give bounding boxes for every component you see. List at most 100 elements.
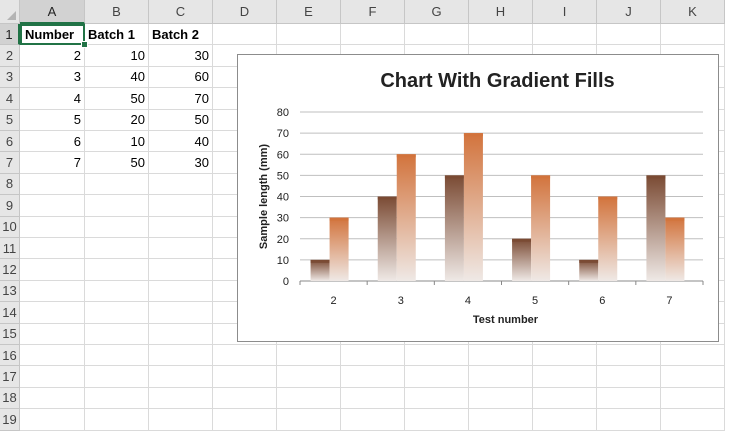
row-header-7[interactable]: 7	[0, 152, 20, 174]
row-header-2[interactable]: 2	[0, 45, 20, 67]
cell-c6[interactable]: 40	[149, 131, 213, 153]
cell-b7[interactable]: 50	[85, 152, 149, 174]
cell-a8[interactable]	[20, 173, 85, 196]
bar-series2[interactable]	[396, 154, 416, 281]
cell-c4[interactable]: 70	[149, 88, 213, 110]
cell-c18[interactable]	[149, 387, 213, 410]
row-header-8[interactable]: 8	[0, 173, 20, 196]
cell-b4[interactable]: 50	[85, 88, 149, 110]
cell-j16[interactable]	[597, 345, 661, 367]
cell-g16[interactable]	[405, 345, 469, 367]
cell-j1[interactable]	[597, 24, 661, 46]
cell-b16[interactable]	[85, 345, 149, 367]
cell-a19[interactable]	[20, 409, 85, 431]
cell-a6[interactable]: 6	[20, 131, 85, 153]
cell-j17[interactable]	[597, 366, 661, 388]
cell-c19[interactable]	[149, 409, 213, 431]
column-header-g[interactable]: G	[405, 0, 469, 24]
cell-b17[interactable]	[85, 366, 149, 388]
cell-e18[interactable]	[277, 387, 341, 410]
cell-c9[interactable]	[149, 195, 213, 217]
cell-h1[interactable]	[469, 24, 533, 46]
column-header-c[interactable]: C	[149, 0, 213, 24]
cell-b12[interactable]	[85, 259, 149, 281]
bar-series1[interactable]	[579, 259, 599, 281]
cell-a10[interactable]	[20, 216, 85, 238]
cell-i1[interactable]	[533, 24, 597, 46]
cell-b9[interactable]	[85, 195, 149, 217]
column-header-a[interactable]: A	[20, 0, 85, 24]
cell-j18[interactable]	[597, 387, 661, 410]
cell-b1[interactable]: Batch 1	[85, 24, 149, 46]
cell-k18[interactable]	[661, 387, 725, 410]
cell-c2[interactable]: 30	[149, 45, 213, 67]
cell-h18[interactable]	[469, 387, 533, 410]
cell-i17[interactable]	[533, 366, 597, 388]
row-header-16[interactable]: 16	[0, 345, 20, 367]
fill-handle[interactable]	[81, 41, 88, 49]
cell-f1[interactable]	[341, 24, 405, 46]
cell-b6[interactable]: 10	[85, 131, 149, 153]
cell-b3[interactable]: 40	[85, 66, 149, 89]
cell-c16[interactable]	[149, 345, 213, 367]
cell-c8[interactable]	[149, 173, 213, 196]
row-header-17[interactable]: 17	[0, 366, 20, 388]
bar-series2[interactable]	[598, 196, 618, 282]
column-header-h[interactable]: H	[469, 0, 533, 24]
cell-b13[interactable]	[85, 280, 149, 303]
row-header-13[interactable]: 13	[0, 280, 20, 303]
cell-a12[interactable]	[20, 259, 85, 281]
row-header-6[interactable]: 6	[0, 131, 20, 153]
cell-b18[interactable]	[85, 387, 149, 410]
row-header-4[interactable]: 4	[0, 88, 20, 110]
cell-d16[interactable]	[213, 345, 277, 367]
cell-i18[interactable]	[533, 387, 597, 410]
cell-g1[interactable]	[405, 24, 469, 46]
cell-k15[interactable]	[661, 323, 725, 345]
cell-b8[interactable]	[85, 173, 149, 196]
column-header-d[interactable]: D	[213, 0, 277, 24]
bar-series1[interactable]	[377, 196, 397, 282]
bar-series1[interactable]	[512, 238, 532, 281]
cell-b14[interactable]	[85, 302, 149, 324]
cell-f17[interactable]	[341, 366, 405, 388]
cell-b19[interactable]	[85, 409, 149, 431]
cell-b10[interactable]	[85, 216, 149, 238]
column-header-b[interactable]: B	[85, 0, 149, 24]
cell-h16[interactable]	[469, 345, 533, 367]
chart[interactable]: Chart With Gradient Fills 0 10 20 30 40 50 60 70…	[237, 54, 719, 342]
cell-g19[interactable]	[405, 409, 469, 431]
cell-k16[interactable]	[661, 345, 725, 367]
bar-series2[interactable]	[329, 217, 349, 281]
cell-a9[interactable]	[20, 195, 85, 217]
cell-f18[interactable]	[341, 387, 405, 410]
cell-e17[interactable]	[277, 366, 341, 388]
row-header-19[interactable]: 19	[0, 409, 20, 431]
bar-series2[interactable]	[665, 217, 685, 281]
cell-e19[interactable]	[277, 409, 341, 431]
bar-series2[interactable]	[463, 133, 483, 281]
cell-a17[interactable]	[20, 366, 85, 388]
row-header-3[interactable]: 3	[0, 66, 20, 89]
cell-h17[interactable]	[469, 366, 533, 388]
cell-b5[interactable]: 20	[85, 109, 149, 131]
bar-series1[interactable]	[310, 259, 330, 281]
row-header-10[interactable]: 10	[0, 216, 20, 238]
row-header-18[interactable]: 18	[0, 387, 20, 410]
cell-f19[interactable]	[341, 409, 405, 431]
cell-d18[interactable]	[213, 387, 277, 410]
row-header-5[interactable]: 5	[0, 109, 20, 131]
cell-c7[interactable]: 30	[149, 152, 213, 174]
cell-a15[interactable]	[20, 323, 85, 345]
cell-d17[interactable]	[213, 366, 277, 388]
cell-c17[interactable]	[149, 366, 213, 388]
row-header-9[interactable]: 9	[0, 195, 20, 217]
cell-j19[interactable]	[597, 409, 661, 431]
cell-c12[interactable]	[149, 259, 213, 281]
cell-a7[interactable]: 7	[20, 152, 85, 174]
cell-k19[interactable]	[661, 409, 725, 431]
cell-c10[interactable]	[149, 216, 213, 238]
cell-a5[interactable]: 5	[20, 109, 85, 131]
cell-f16[interactable]	[341, 345, 405, 367]
